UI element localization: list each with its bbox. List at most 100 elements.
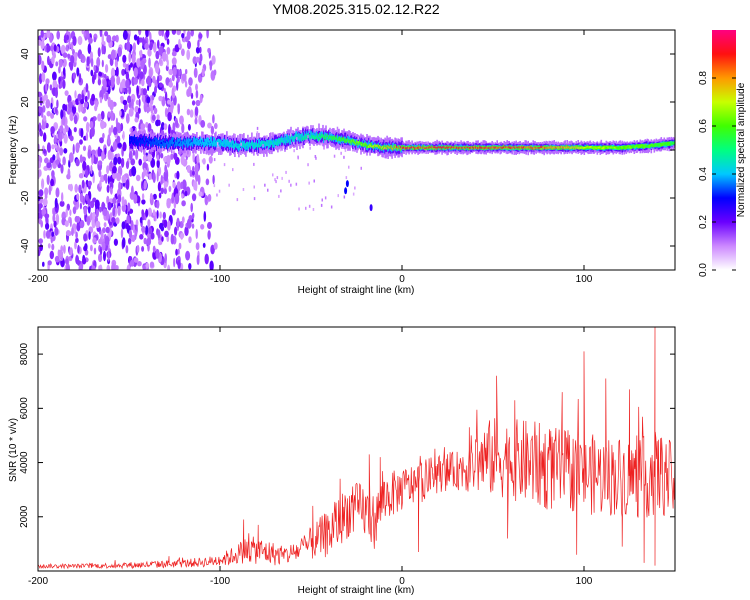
band-cell xyxy=(169,142,171,146)
scatter-point xyxy=(295,182,298,186)
scatter-point xyxy=(278,194,280,198)
noise-blob xyxy=(168,81,173,88)
noise-blob xyxy=(79,192,84,203)
noise-blob xyxy=(190,202,193,213)
band-cell xyxy=(369,145,371,148)
band-cell xyxy=(433,146,435,148)
noise-blob xyxy=(150,157,156,168)
noise-blob xyxy=(184,185,187,192)
band-cell xyxy=(393,145,395,148)
noise-blob xyxy=(94,199,100,210)
band-cell xyxy=(523,146,525,149)
noise-blob xyxy=(113,156,118,166)
band-cell xyxy=(176,142,178,146)
scatter-point xyxy=(280,189,282,193)
noise-blob xyxy=(43,115,47,122)
band-cell xyxy=(400,146,402,152)
band-cell xyxy=(321,134,323,137)
noise-blob xyxy=(204,195,209,206)
band-cell xyxy=(286,141,288,143)
noise-blob xyxy=(86,56,90,67)
band-cell xyxy=(449,146,451,149)
noise-blob xyxy=(186,30,191,41)
band-cell xyxy=(253,144,255,149)
noise-blob xyxy=(133,257,139,263)
band-cell xyxy=(194,144,196,146)
noise-blob xyxy=(96,208,99,218)
snr-frame xyxy=(37,326,676,572)
band-cell xyxy=(351,139,353,142)
band-cell xyxy=(508,146,510,149)
noise-blob xyxy=(109,99,114,111)
noise-blob xyxy=(58,76,61,85)
noise-blob xyxy=(107,149,112,161)
band-cell xyxy=(188,142,190,147)
band-cell xyxy=(304,135,306,137)
band-cell xyxy=(136,136,138,141)
band-cell xyxy=(392,142,394,150)
band-cell xyxy=(651,144,654,147)
band-cell xyxy=(488,147,490,150)
noise-blob xyxy=(87,43,92,55)
noise-blob xyxy=(201,67,205,77)
band-cell xyxy=(281,137,283,140)
band-cell xyxy=(239,143,241,149)
noise-blob xyxy=(39,96,43,106)
band-cell xyxy=(350,140,352,144)
noise-blob xyxy=(84,243,88,251)
band-cell xyxy=(282,137,284,140)
snr-x-axis: -200 -100 0 100 xyxy=(28,327,593,587)
noise-blob xyxy=(145,262,149,269)
band-cell xyxy=(224,143,226,146)
noise-blob xyxy=(73,127,77,133)
noise-blob xyxy=(111,217,116,223)
band-cell xyxy=(166,139,168,149)
band-cell xyxy=(499,146,501,149)
colorbar-tick-label: 0.6 xyxy=(698,119,709,133)
band-cell xyxy=(222,142,224,147)
band-cell xyxy=(265,144,267,146)
noise-blob xyxy=(127,202,131,212)
scatter-point xyxy=(293,141,295,145)
x-tick-label: -100 xyxy=(210,576,230,587)
noise-blob xyxy=(97,160,103,166)
noise-blob xyxy=(189,109,194,118)
band-cell xyxy=(274,140,276,145)
band-cell xyxy=(593,146,596,149)
noise-blob xyxy=(44,187,49,196)
band-cell xyxy=(404,147,406,150)
band-cell xyxy=(194,141,196,146)
noise-blob xyxy=(62,128,67,135)
band-cell xyxy=(671,141,674,144)
scatter-point xyxy=(290,132,292,136)
noise-blob xyxy=(81,179,85,189)
noise-blob xyxy=(143,180,147,190)
noise-blob xyxy=(122,130,125,141)
noise-blob xyxy=(73,114,78,125)
band-cell xyxy=(182,141,184,145)
band-cell xyxy=(493,146,495,149)
band-cell xyxy=(571,146,573,149)
band-cell xyxy=(380,146,382,150)
scatter-point xyxy=(337,194,339,198)
band-cell xyxy=(485,146,487,149)
band-cell xyxy=(513,146,515,148)
noise-blob xyxy=(65,208,68,218)
band-cell xyxy=(330,137,332,140)
band-cell xyxy=(283,137,285,139)
band-cell xyxy=(483,147,485,150)
noise-blob xyxy=(212,174,215,185)
band-cell xyxy=(381,147,383,149)
noise-blob xyxy=(136,36,140,45)
noise-blob xyxy=(206,163,210,171)
band-cell xyxy=(289,140,291,142)
band-cell xyxy=(225,139,227,144)
band-cell xyxy=(336,135,338,140)
band-cell xyxy=(507,146,509,149)
band-cell xyxy=(374,144,376,148)
band-cell xyxy=(414,144,416,150)
noise-blob xyxy=(155,63,160,74)
band-cell xyxy=(442,146,444,149)
noise-blob xyxy=(104,235,110,246)
band-cell xyxy=(167,143,169,147)
